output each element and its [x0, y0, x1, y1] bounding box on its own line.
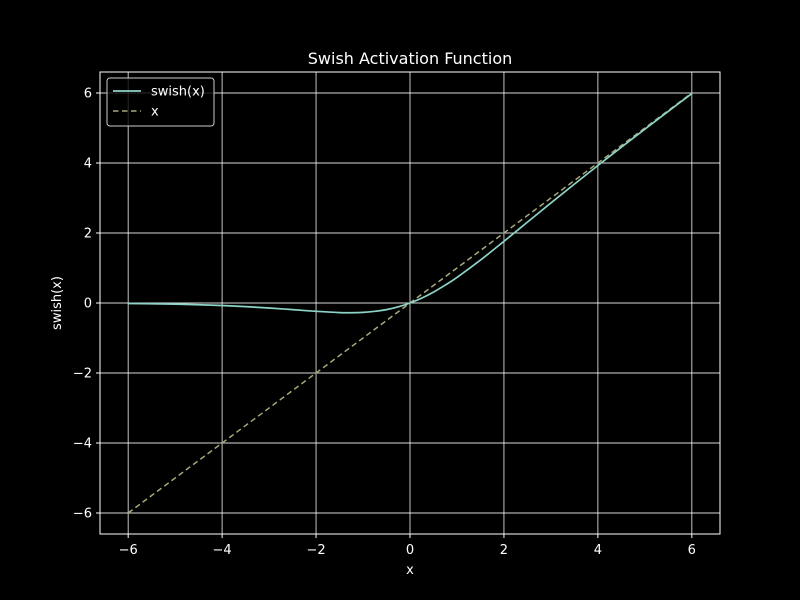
ticks: −6 −4 −2 0 2 4 6 −6 −4 −2 0 2 4 6	[73, 87, 696, 559]
series-line-swish	[128, 92, 693, 314]
series-layer	[127, 92, 693, 514]
legend: swish(x) x	[106, 77, 215, 127]
y-tick-label: 6	[84, 87, 92, 102]
legend-label: x	[151, 105, 159, 120]
x-tick-label: 2	[500, 543, 508, 558]
x-tick-label: 4	[594, 543, 602, 558]
y-tick-label: −6	[73, 507, 92, 522]
y-tick-label: −2	[73, 367, 92, 382]
x-axis-label: x	[406, 563, 414, 578]
y-tick-label: 2	[84, 227, 92, 242]
x-tick-label: −6	[119, 543, 138, 558]
y-axis-label: swish(x)	[50, 276, 65, 330]
x-tick-label: 0	[406, 543, 414, 558]
x-tick-label: −2	[306, 543, 325, 558]
chart-title: Swish Activation Function	[308, 49, 513, 68]
y-tick-label: 0	[84, 297, 92, 312]
legend-label: swish(x)	[151, 85, 205, 100]
y-tick-label: −4	[73, 437, 92, 452]
x-tick-label: −4	[213, 543, 232, 558]
y-tick-label: 4	[84, 157, 92, 172]
x-tick-label: 6	[688, 543, 696, 558]
legend-box	[106, 77, 215, 127]
